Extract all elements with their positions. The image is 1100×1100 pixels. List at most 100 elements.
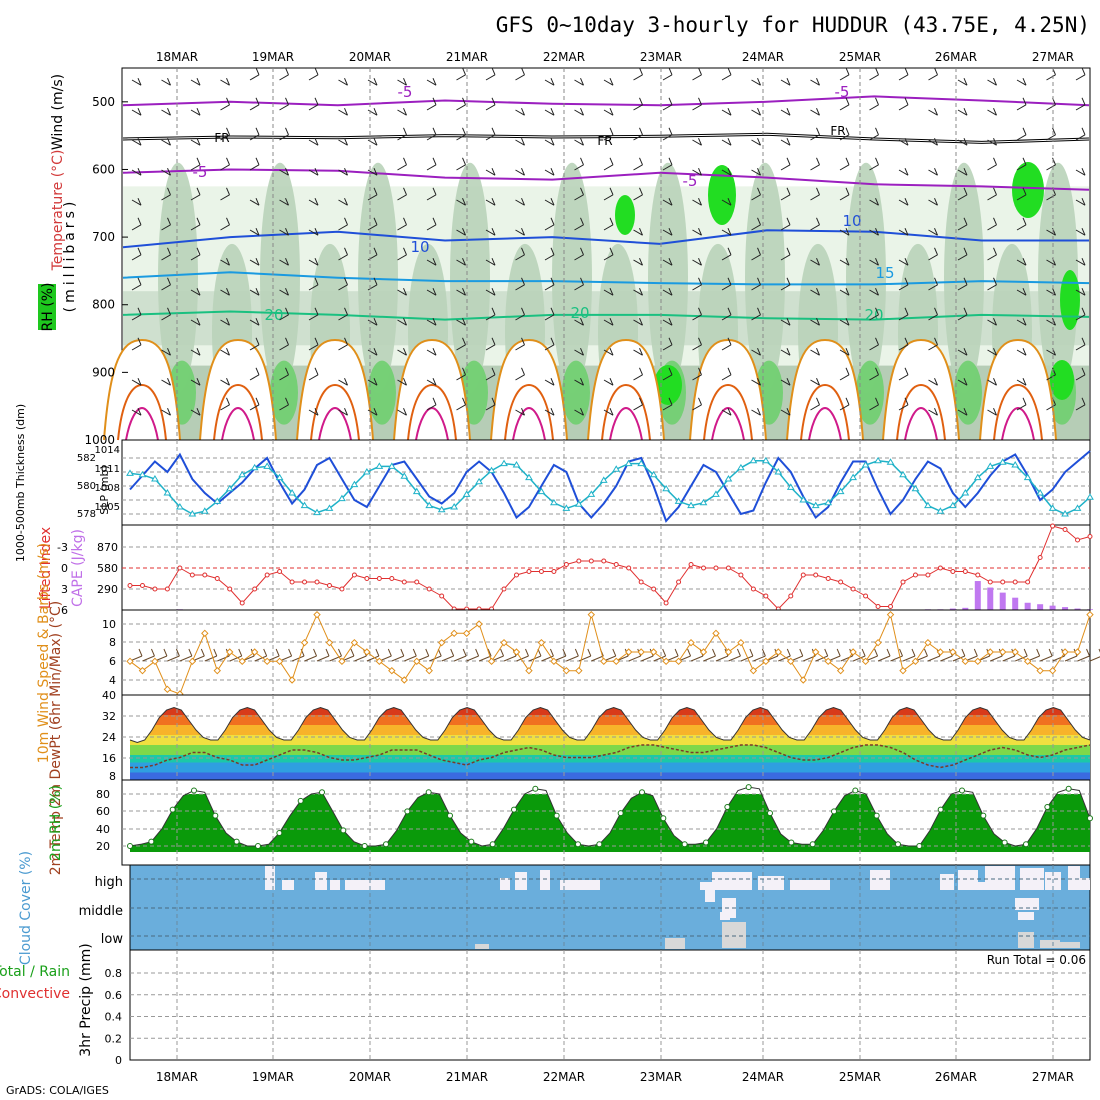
wind-barb-flag: [1081, 227, 1086, 236]
wind-barb: [456, 344, 466, 351]
rh-point: [660, 815, 667, 822]
wind-barb-flag: [609, 377, 614, 386]
wind-barb: [898, 199, 909, 206]
surface-barb: [753, 655, 766, 662]
wind-barb-flag: [639, 127, 643, 136]
wind-barb: [603, 319, 614, 326]
wind-barb-flag: [491, 337, 496, 346]
wind-barb-flag: [314, 257, 319, 266]
wind-barb-flag: [816, 187, 820, 196]
wind-barb-flag: [255, 287, 260, 296]
wind-barb-flag: [403, 217, 407, 226]
surface-barb: [1064, 655, 1078, 662]
thickness-point: [200, 507, 209, 514]
wind-barb-flag: [137, 197, 142, 206]
thickness-point: [899, 470, 907, 478]
thickness-point: [350, 480, 359, 488]
wind-barb-flag: [285, 67, 289, 76]
thickness-point: [687, 501, 695, 509]
wind-barb: [603, 194, 614, 201]
wind-barb: [397, 194, 407, 201]
wind-speed-point: [712, 629, 720, 638]
lifted-index-point: [339, 586, 345, 592]
wind-barb-flag: [698, 67, 702, 76]
thickness-point: [612, 465, 621, 472]
surface-barb: [715, 655, 729, 662]
wind-barb-flag: [373, 377, 378, 386]
wind-barb-flag: [196, 107, 201, 116]
wind-barb-flag: [639, 347, 643, 356]
rh-point: [788, 839, 795, 846]
wind-barb: [515, 374, 525, 381]
wind-barb-flag: [934, 67, 938, 76]
temp-contour: [122, 229, 1089, 249]
rh-tick: 20: [96, 840, 110, 853]
wind-barb-flag: [373, 107, 378, 116]
wind-barb: [780, 254, 791, 261]
wind-barb: [898, 314, 909, 321]
temp-band: [130, 745, 1090, 755]
wind-barb: [397, 379, 407, 386]
wind-barb-flag: [491, 367, 496, 376]
surface-barb-flag: [587, 648, 592, 657]
wind-barb: [1046, 404, 1056, 411]
surface-barb-flag: [749, 648, 754, 657]
wind-barb-flag: [1022, 157, 1027, 166]
wind-barb: [249, 229, 260, 236]
wind-barb: [928, 74, 938, 81]
thickness-point: [936, 507, 945, 514]
wind-barb-flag: [373, 277, 378, 286]
wind-barb-flag: [462, 397, 466, 406]
thickness-point: [824, 498, 833, 506]
thickness-point: [799, 496, 808, 503]
lifted-index-point: [738, 572, 744, 578]
low-cloud: [665, 938, 685, 949]
millibars-label: (millibars): [62, 198, 78, 313]
lifted-index-point: [351, 572, 357, 578]
wind-barb-flag: [963, 217, 968, 226]
wind-barb-flag: [727, 337, 732, 346]
wind-barb: [928, 284, 938, 291]
wind-barb: [898, 139, 909, 146]
wind-barb-flag: [727, 247, 732, 256]
contour-label: -5: [683, 172, 698, 190]
high-cloud: [712, 872, 752, 890]
wind-barb-flag: [757, 187, 761, 196]
wind-barb: [190, 254, 201, 261]
rh-tick: 80: [96, 788, 110, 801]
rh-point: [553, 812, 560, 819]
wind-barb: [426, 259, 437, 266]
hot-core: [415, 406, 449, 441]
wind-speed-point: [500, 638, 508, 647]
lifted-index-label: Lifted Index: [38, 527, 54, 609]
wind-barb-flag: [344, 217, 348, 226]
wind-barb-flag: [668, 97, 673, 106]
wind-barb-flag: [167, 247, 171, 256]
wind-barb: [1046, 134, 1056, 141]
wind-barb: [544, 224, 555, 231]
thickness-point: [1023, 473, 1032, 481]
precip-tick: 0.2: [105, 1032, 123, 1045]
wind-barb-flag: [609, 287, 614, 296]
wind-barb: [220, 404, 230, 411]
wind-barb: [190, 139, 201, 146]
wind-barb-flag: [904, 227, 909, 236]
rh-point: [212, 812, 219, 819]
wind-barb: [515, 344, 525, 351]
wind-barb: [957, 349, 968, 356]
rh-point: [361, 843, 368, 849]
wind-barb-flag: [609, 157, 614, 166]
wind-barb: [957, 314, 968, 321]
wind-barb: [928, 379, 938, 386]
high-cloud: [700, 882, 714, 890]
wind-barb: [338, 109, 348, 116]
wind-barb-flag: [344, 137, 348, 146]
wind-barb: [898, 344, 909, 351]
lifted-index-point: [1025, 579, 1031, 585]
wind-speed-point: [325, 638, 334, 647]
wind-speed-point: [787, 657, 795, 666]
wind-barb-flag: [285, 397, 289, 406]
wind-barb: [515, 74, 525, 81]
surface-barb: [291, 655, 305, 662]
